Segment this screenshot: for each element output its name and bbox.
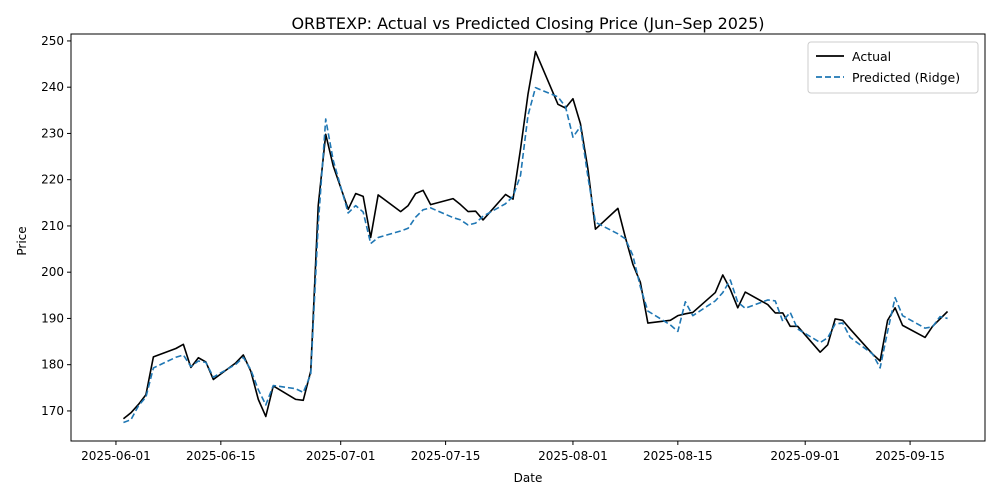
legend-box [807, 41, 979, 94]
legend-label-actual: Actual [852, 49, 891, 64]
y-tick-label: 180 [41, 358, 64, 372]
x-tick-label: 2025-08-01 [538, 449, 608, 463]
y-tick-label: 190 [41, 311, 64, 325]
y-tick-label: 170 [41, 404, 64, 418]
x-tick-label: 2025-09-01 [770, 449, 840, 463]
series-line-predicted [123, 86, 948, 424]
series-layer [122, 50, 949, 424]
x-tick-label: 2025-07-01 [306, 449, 376, 463]
y-axis: 170 180 190 200 210 220 230 240 250 [41, 34, 71, 418]
y-tick-label: 220 [41, 173, 64, 187]
x-tick-label: 2025-07-15 [411, 449, 481, 463]
y-tick-label: 200 [41, 265, 64, 279]
y-axis-label: Price [15, 226, 29, 255]
x-tick-label: 2025-06-01 [81, 449, 151, 463]
chart-title: ORBTEXP: Actual vs Predicted Closing Pri… [291, 14, 764, 33]
y-tick-label: 250 [41, 34, 64, 48]
y-tick-label: 210 [41, 219, 64, 233]
plot-frame [70, 33, 986, 442]
series-line-actual [122, 50, 949, 420]
x-tick-label: 2025-06-15 [186, 449, 256, 463]
legend-label-predicted: Predicted (Ridge) [852, 70, 960, 85]
y-tick-label: 240 [41, 80, 64, 94]
y-tick-label: 230 [41, 126, 64, 140]
x-axis-label: Date [514, 471, 543, 485]
x-tick-label: 2025-08-15 [643, 449, 713, 463]
legend: Actual Predicted (Ridge) [807, 41, 979, 94]
x-tick-label: 2025-09-15 [875, 449, 945, 463]
plot-area [71, 34, 985, 441]
x-axis: 2025-06-01 2025-06-15 2025-07-01 2025-07-15… [81, 441, 945, 463]
